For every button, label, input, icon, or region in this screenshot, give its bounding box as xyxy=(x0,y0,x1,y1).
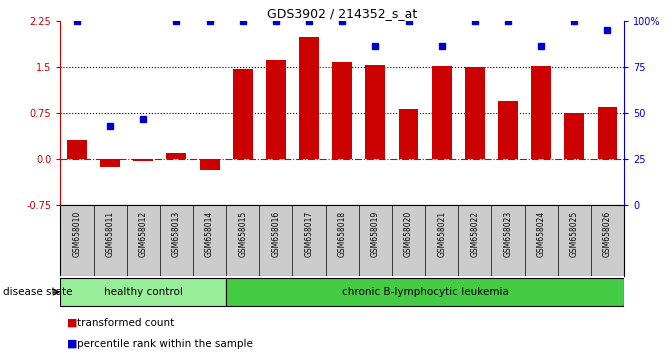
Text: GSM658017: GSM658017 xyxy=(305,211,313,257)
Bar xyxy=(67,140,87,159)
Bar xyxy=(399,109,419,159)
Bar xyxy=(465,67,484,159)
Text: GSM658022: GSM658022 xyxy=(470,211,479,257)
Bar xyxy=(134,159,153,160)
Text: ■: ■ xyxy=(67,318,78,328)
Text: GSM658015: GSM658015 xyxy=(238,211,247,257)
Bar xyxy=(266,60,286,159)
Bar xyxy=(597,107,617,159)
Text: GSM658010: GSM658010 xyxy=(72,211,81,257)
Text: chronic B-lymphocytic leukemia: chronic B-lymphocytic leukemia xyxy=(342,287,509,297)
Text: disease state: disease state xyxy=(3,287,73,297)
Text: GSM658014: GSM658014 xyxy=(205,211,214,257)
Text: GSM658026: GSM658026 xyxy=(603,211,612,257)
Text: healthy control: healthy control xyxy=(104,287,183,297)
Text: GSM658018: GSM658018 xyxy=(338,211,347,257)
Text: GSM658013: GSM658013 xyxy=(172,211,181,257)
Text: GSM658024: GSM658024 xyxy=(537,211,546,257)
Bar xyxy=(366,65,385,159)
Bar xyxy=(100,159,120,167)
Text: GSM658023: GSM658023 xyxy=(503,211,513,257)
Bar xyxy=(498,101,518,159)
Text: ■: ■ xyxy=(67,339,78,349)
Text: GSM658020: GSM658020 xyxy=(404,211,413,257)
Text: percentile rank within the sample: percentile rank within the sample xyxy=(77,339,253,349)
Bar xyxy=(233,69,253,159)
Bar xyxy=(332,62,352,159)
Text: GSM658012: GSM658012 xyxy=(139,211,148,257)
Text: GSM658021: GSM658021 xyxy=(437,211,446,257)
Text: GSM658019: GSM658019 xyxy=(371,211,380,257)
Bar xyxy=(226,278,624,306)
Text: GSM658016: GSM658016 xyxy=(271,211,280,257)
Bar xyxy=(166,153,187,159)
Bar xyxy=(299,36,319,159)
Bar xyxy=(60,278,226,306)
Title: GDS3902 / 214352_s_at: GDS3902 / 214352_s_at xyxy=(267,7,417,20)
Text: GSM658011: GSM658011 xyxy=(105,211,115,257)
Text: GSM658025: GSM658025 xyxy=(570,211,579,257)
Bar xyxy=(531,66,551,159)
Text: transformed count: transformed count xyxy=(77,318,174,328)
Bar xyxy=(200,159,219,170)
Bar xyxy=(431,66,452,159)
Bar xyxy=(564,113,584,159)
